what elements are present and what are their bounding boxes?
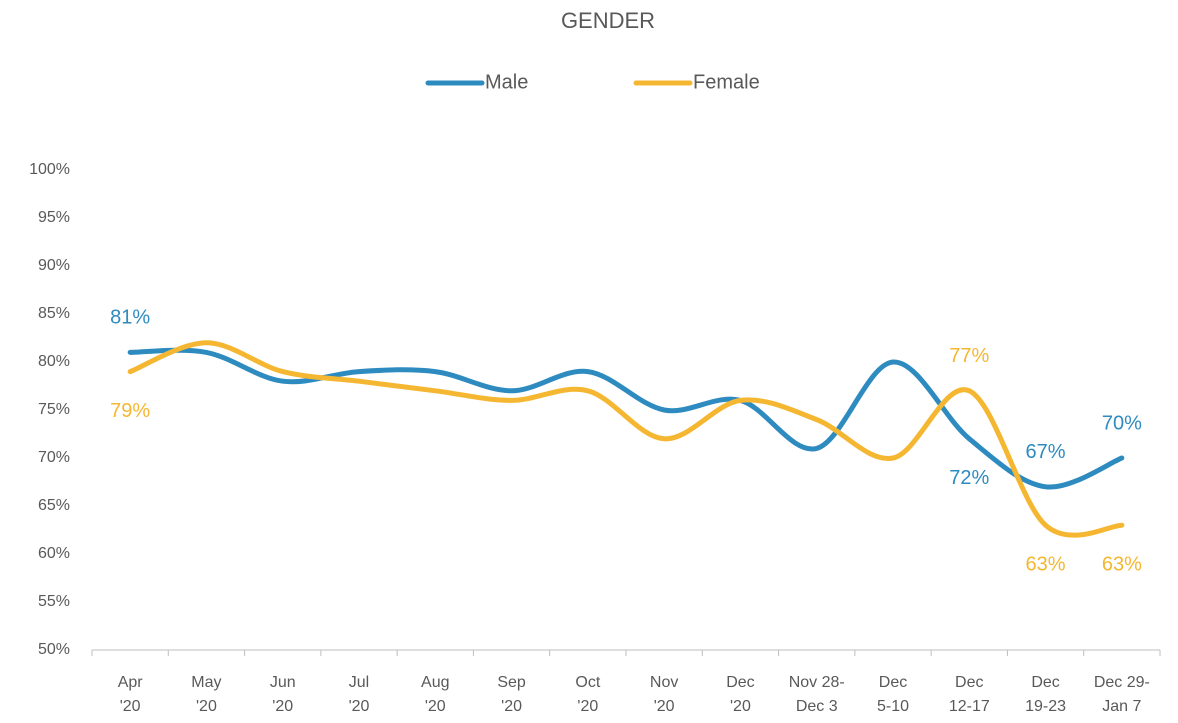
y-tick-label: 70% <box>38 449 70 466</box>
data-label: 63% <box>1102 553 1142 575</box>
data-label: 77% <box>949 345 989 367</box>
x-tick-label: May <box>191 674 221 691</box>
x-tick-label: Nov <box>650 674 678 691</box>
x-tick-label: '20 <box>425 698 446 715</box>
y-tick-label: 95% <box>38 209 70 226</box>
x-tick-label: Jul <box>349 674 369 691</box>
x-tick-label: Dec <box>879 674 907 691</box>
line-series <box>127 347 1125 490</box>
y-tick-label: 75% <box>38 401 70 418</box>
data-label: 72% <box>949 467 989 489</box>
x-tick-label: Jan 7 <box>1102 698 1141 715</box>
x-tick-label: Sep <box>497 674 526 691</box>
legend-label: Male <box>485 71 528 93</box>
x-tick-label: Dec 29- <box>1094 674 1150 691</box>
x-tick-label: Oct <box>575 674 600 691</box>
y-tick-label: 60% <box>38 545 70 562</box>
y-tick-label: 80% <box>38 353 70 370</box>
data-label: 79% <box>110 400 150 422</box>
x-tick-label: Dec 3 <box>796 698 838 715</box>
x-tick-label: Dec <box>1031 674 1059 691</box>
x-tick-label: Dec <box>955 674 983 691</box>
y-tick-label: 85% <box>38 305 70 322</box>
legend-label: Female <box>693 71 760 93</box>
x-tick-label: '20 <box>349 698 370 715</box>
x-tick-label: '20 <box>577 698 598 715</box>
x-tick-label: '20 <box>501 698 522 715</box>
x-tick-label: Aug <box>421 674 449 691</box>
x-tick-label: 19-23 <box>1025 698 1066 715</box>
y-tick-label: 100% <box>29 161 70 178</box>
x-tick-label: '20 <box>120 698 141 715</box>
chart-title: GENDER <box>561 8 655 33</box>
x-tick-label: 5-10 <box>877 698 909 715</box>
line-series <box>127 340 1125 538</box>
x-tick-label: '20 <box>730 698 751 715</box>
y-tick-label: 90% <box>38 257 70 274</box>
y-tick-label: 50% <box>38 641 70 658</box>
x-tick-label: Jun <box>270 674 296 691</box>
x-tick-label: '20 <box>654 698 675 715</box>
x-tick-label: Apr <box>118 674 144 691</box>
x-tick-label: '20 <box>272 698 293 715</box>
data-label: 81% <box>110 307 150 329</box>
x-tick-label: 12-17 <box>949 698 990 715</box>
data-label: 63% <box>1026 553 1066 575</box>
data-label: 70% <box>1102 412 1142 434</box>
y-tick-label: 65% <box>38 497 70 514</box>
x-tick-label: '20 <box>196 698 217 715</box>
y-tick-label: 55% <box>38 593 70 610</box>
x-tick-label: Dec <box>726 674 754 691</box>
data-label: 67% <box>1026 441 1066 463</box>
x-tick-label: Nov 28- <box>789 674 845 691</box>
